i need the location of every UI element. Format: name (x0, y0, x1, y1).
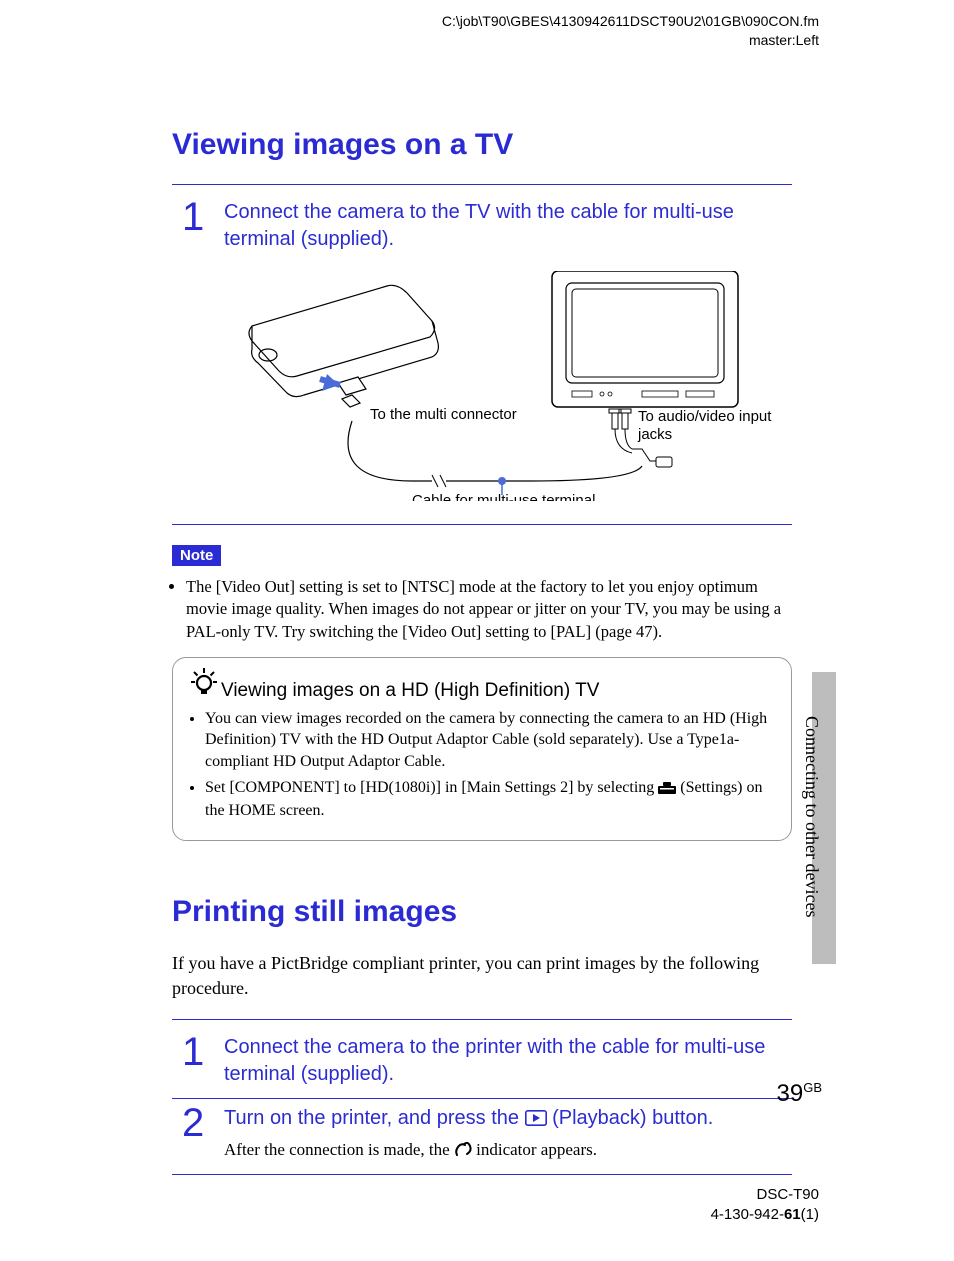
step-text: Connect the camera to the printer with t… (224, 1034, 792, 1088)
section2-intro: If you have a PictBridge compliant print… (172, 951, 792, 1001)
svg-text:To audio/video input: To audio/video input (638, 408, 772, 425)
section1-step1: 1 Connect the camera to the TV with the … (172, 193, 792, 259)
tip-bullet-2: Set [COMPONENT] to [HD(1080i)] in [Main … (205, 777, 773, 822)
section2-step1: 1 Connect the camera to the printer with… (172, 1028, 792, 1099)
connection-diagram: To the multi connector To audio/video in… (212, 271, 792, 506)
tip-bullet-1: You can view images recorded on the came… (205, 708, 773, 773)
file-path: C:\job\T90\GBES\4130942611DSCT90U2\01GB\… (442, 12, 819, 31)
header-meta: C:\job\T90\GBES\4130942611DSCT90U2\01GB\… (442, 12, 819, 50)
section1-title: Viewing images on a TV (172, 128, 792, 162)
tip-title: Viewing images on a HD (High Definition)… (221, 680, 599, 702)
tip-list: You can view images recorded on the came… (191, 708, 773, 822)
step-substep: After the connection is made, the indica… (224, 1140, 713, 1162)
note-list: The [Video Out] setting is set to [NTSC]… (172, 576, 792, 643)
step-number: 1 (172, 199, 210, 235)
step-number: 1 (172, 1034, 210, 1070)
footer-code: 4-130-942-61(1) (711, 1205, 819, 1225)
footer-model: DSC-T90 (711, 1185, 819, 1205)
svg-text:jacks: jacks (637, 426, 672, 443)
section1-steps: 1 Connect the camera to the TV with the … (172, 184, 792, 525)
svg-text:Cable for multi-use terminal: Cable for multi-use terminal (412, 492, 595, 501)
playback-icon (525, 1107, 547, 1134)
connection-indicator-icon (454, 1141, 472, 1162)
step-text: Connect the camera to the TV with the ca… (224, 199, 792, 253)
section2-steps: 1 Connect the camera to the printer with… (172, 1019, 792, 1175)
page-number: 39GB (777, 1080, 823, 1108)
note-badge: Note (172, 545, 221, 566)
step-number: 2 (172, 1105, 210, 1141)
svg-text:To the multi connector: To the multi connector (370, 406, 517, 423)
section2-title: Printing still images (172, 895, 792, 929)
footer: DSC-T90 4-130-942-61(1) (711, 1185, 819, 1226)
master-label: master:Left (442, 31, 819, 50)
side-tab-label: Connecting to other devices (801, 716, 822, 917)
note-bullet: The [Video Out] setting is set to [NTSC]… (186, 576, 792, 643)
tip-bulb-icon (191, 668, 217, 702)
tip-box: Viewing images on a HD (High Definition)… (172, 657, 792, 841)
step-text: Turn on the printer, and press the (Play… (224, 1105, 713, 1134)
toolbox-icon (658, 779, 676, 801)
tip-title-row: Viewing images on a HD (High Definition)… (191, 668, 773, 702)
